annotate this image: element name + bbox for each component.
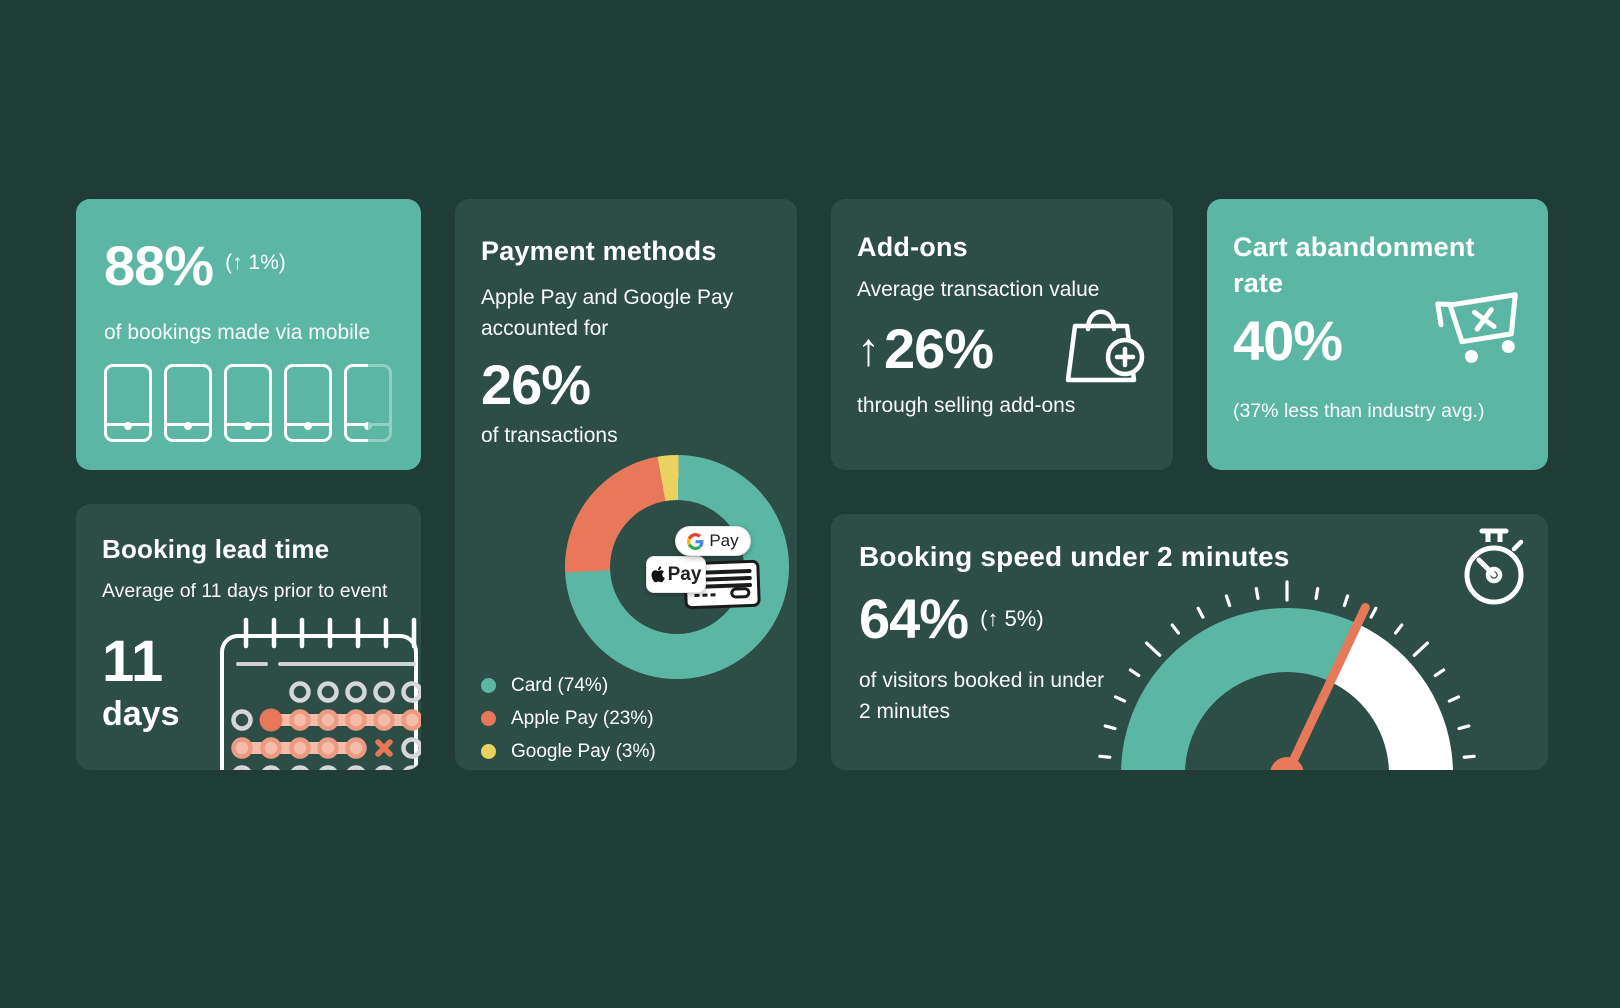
applepay-badge-label: Pay xyxy=(667,563,702,585)
addons-value: 26% xyxy=(884,316,994,380)
addons-subtitle: Average transaction value xyxy=(857,278,1100,302)
addons-card: Add-ons Average transaction value ↑ 26% … xyxy=(831,199,1173,470)
legend-dot xyxy=(481,678,496,693)
speed-caption: of visitors booked in under 2 minutes xyxy=(859,668,1105,724)
up-arrow: ↑ xyxy=(857,323,880,376)
mobile-caption: of bookings made via mobile xyxy=(104,320,371,344)
google-g-icon xyxy=(687,532,704,550)
legend-row-card: Card (74%) xyxy=(481,669,656,702)
phone-row xyxy=(104,363,393,444)
lead-time-unit: days xyxy=(102,694,180,733)
cart-value: 40% xyxy=(1233,308,1343,372)
phone-icon xyxy=(344,363,393,444)
lead-time-subtitle: Average of 11 days prior to event xyxy=(102,580,388,603)
cart-caption: (37% less than industry avg.) xyxy=(1233,399,1485,422)
payment-title: Payment methods xyxy=(481,236,717,266)
legend-dot xyxy=(481,744,496,759)
phone-icon xyxy=(104,364,152,443)
mobile-value: 88% xyxy=(104,234,214,297)
cart-abandonment-card: Cart abandonment rate 40% (37% less than… xyxy=(1207,199,1548,470)
stopwatch-icon xyxy=(1464,528,1524,605)
phone-icon xyxy=(224,364,272,443)
apple-icon xyxy=(651,566,665,583)
payment-legend: Card (74%) Apple Pay (23%) Google Pay (3… xyxy=(481,669,656,768)
booking-speed-card: Booking speed under 2 minutes 64% (↑ 5%)… xyxy=(831,514,1548,770)
legend-row-applepay: Apple Pay (23%) xyxy=(481,702,656,735)
phone-icon xyxy=(284,364,332,443)
speed-title: Booking speed under 2 minutes xyxy=(859,541,1290,572)
speed-delta: (↑ 5%) xyxy=(980,606,1044,632)
speed-value: 64% xyxy=(859,586,969,650)
mobile-bookings-card: 88% (↑ 1%) of bookings made via mobile xyxy=(76,199,421,470)
addons-title: Add-ons xyxy=(857,232,968,262)
speed-value-row: 64% (↑ 5%) xyxy=(859,586,1520,651)
payment-caption: of transactions xyxy=(481,424,618,448)
addons-caption: through selling add-ons xyxy=(857,393,1076,417)
legend-label: Card (74%) xyxy=(511,674,609,696)
cart-title: Cart abandonment rate xyxy=(1233,232,1475,299)
lead-time-title: Booking lead time xyxy=(102,534,330,564)
legend-label: Apple Pay (23%) xyxy=(511,707,654,729)
legend-row-googlepay: Google Pay (3%) xyxy=(481,735,656,768)
payment-methods-card: Payment methods Apple Pay and Google Pay… xyxy=(455,199,797,770)
mobile-delta: (↑ 1%) xyxy=(225,251,286,275)
lead-time-value-block: 11 days xyxy=(102,629,180,734)
payment-value: 26% xyxy=(481,353,591,417)
legend-label: Google Pay (3%) xyxy=(511,740,656,762)
gpay-badge-label: Pay xyxy=(709,531,739,550)
phone-icon xyxy=(164,364,212,443)
google-pay-badge: Pay xyxy=(675,526,751,556)
apple-pay-badge: Pay xyxy=(646,556,706,593)
calendar-icon xyxy=(220,617,421,770)
shopping-bag-plus-icon xyxy=(1065,309,1145,383)
mobile-value-row: 88% (↑ 1%) xyxy=(104,229,393,298)
lead-time-card: Booking lead time Average of 11 days pri… xyxy=(76,504,421,770)
gauge-pivot xyxy=(1270,757,1304,770)
payment-subtitle: Apple Pay and Google Pay accounted for xyxy=(481,286,734,340)
abandoned-cart-icon xyxy=(1435,292,1518,363)
lead-time-value: 11 xyxy=(102,629,164,694)
addons-value-row: ↑ 26% xyxy=(857,316,1147,381)
legend-dot xyxy=(481,711,496,726)
